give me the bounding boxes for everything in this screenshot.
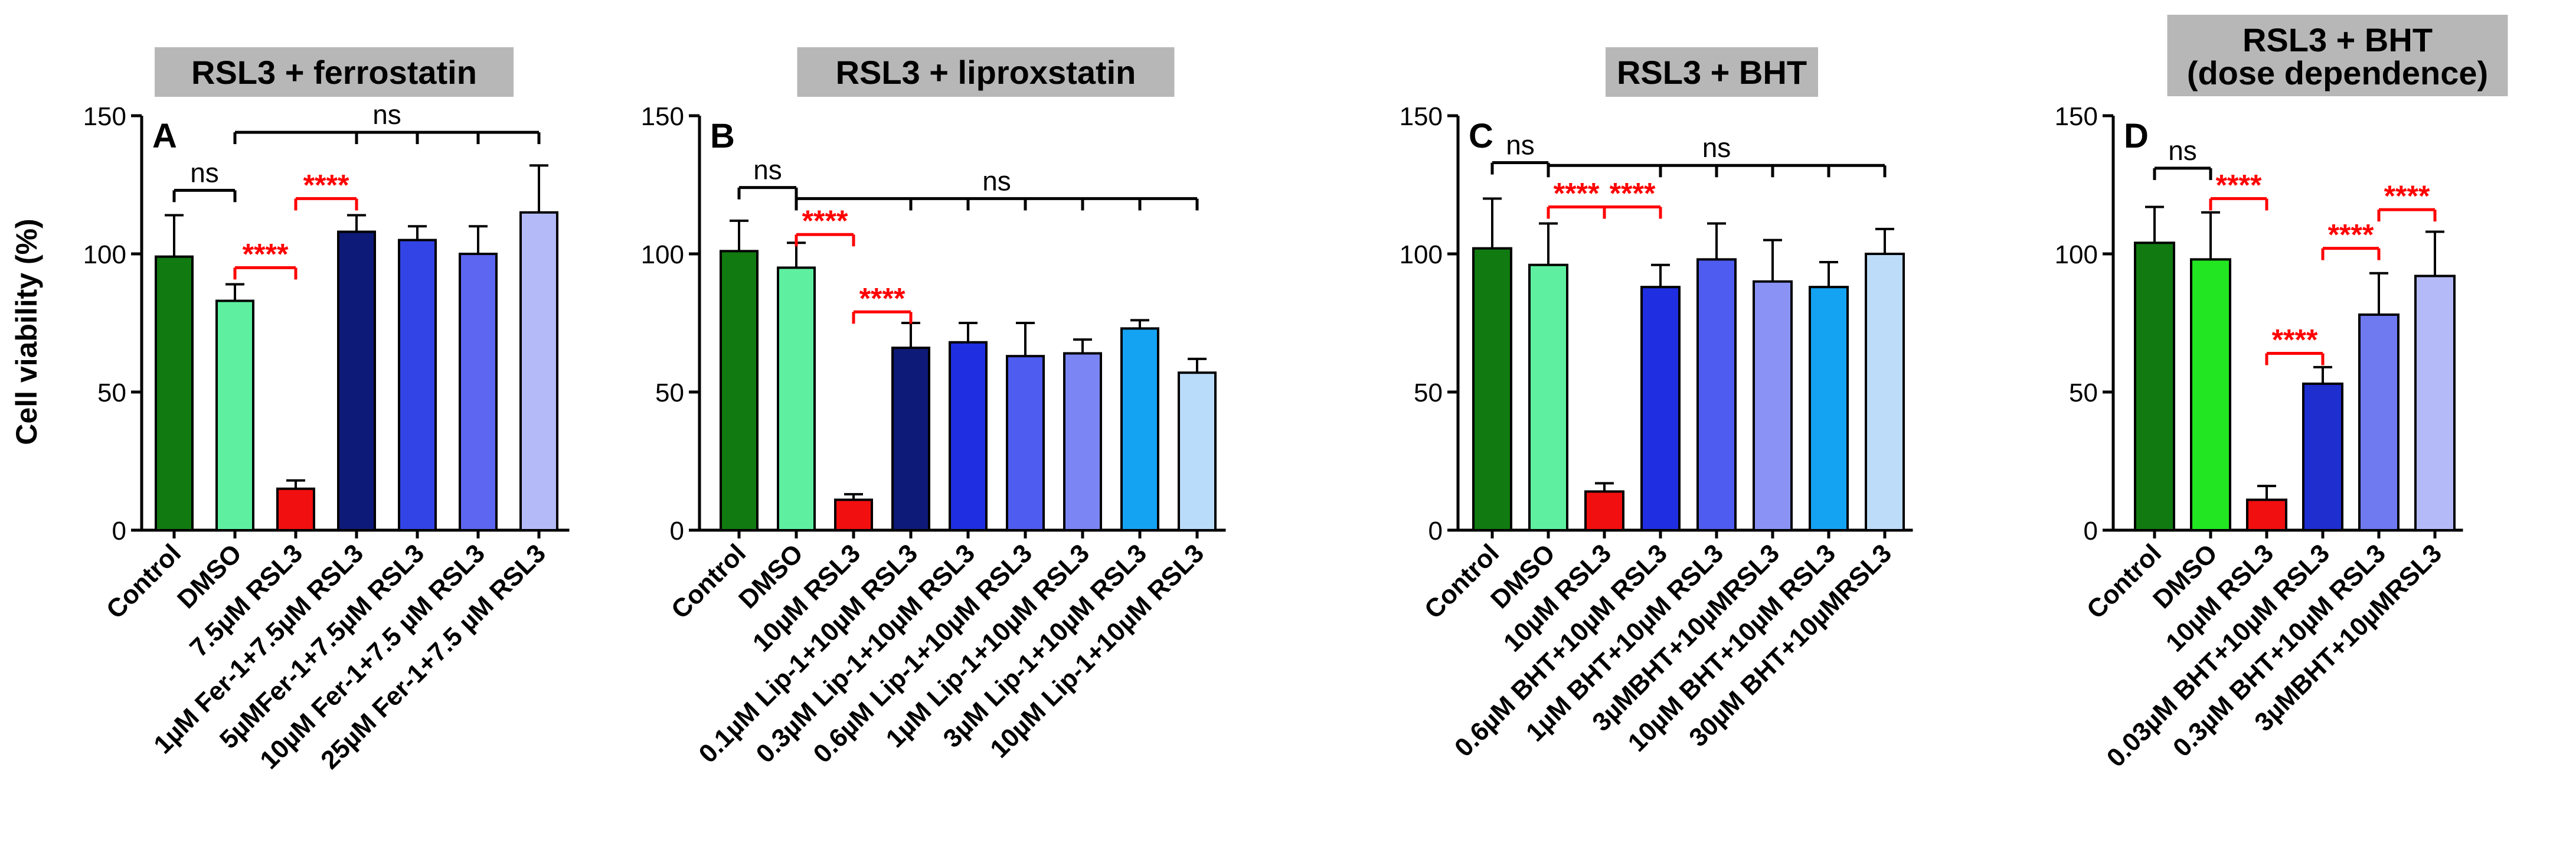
chart-title-box [1606,47,1818,97]
bar [1063,352,1102,531]
panel-letter: B [710,117,735,155]
bar [398,239,437,531]
bar [1120,327,1159,531]
bar [720,250,759,531]
chart-panel-A: RSL3 + ferrostatin050100150AControlDMSO7… [83,47,570,775]
bar [459,253,498,531]
chart-title: RSL3 + ferrostatin [191,54,477,91]
y-tick-label: 100 [83,240,126,269]
significance-label: ns [372,99,401,130]
significance-label: ns [982,165,1011,196]
bar [155,255,194,531]
bar [519,211,558,531]
y-tick-label: 0 [670,517,684,546]
significance-label: **** [802,204,848,237]
y-tick-label: 150 [641,102,684,131]
y-tick-label: 0 [112,517,126,546]
significance-label: **** [2384,179,2430,213]
y-tick-label: 50 [97,378,126,407]
y-tick-label: 150 [1400,102,1443,131]
bar [2302,382,2343,532]
bar [1584,490,1624,531]
x-tick-label: Control [1419,538,1505,624]
y-axis-label: Cell viability (%) [10,218,43,445]
significance-label: **** [2328,218,2374,252]
bar [2190,258,2231,531]
bar [1006,355,1045,531]
bar [1865,253,1905,531]
chart-title: RSL3 + liproxstatin [836,54,1136,91]
bar [2358,313,2400,532]
significance-label: ns [1506,130,1535,161]
bar [337,230,376,531]
bar [1640,286,1681,531]
bar [1472,247,1512,531]
significance-label: **** [1554,177,1600,210]
y-tick-label: 150 [2055,102,2098,131]
bar [949,341,988,531]
chart-panel-B: RSL3 + liproxstatin050100150BControlDMSO… [641,47,1226,769]
significance-label: **** [859,282,905,315]
significance-label: ns [1702,132,1731,163]
significance-label: ns [2168,135,2197,166]
bar [891,347,930,531]
y-tick-label: 100 [641,240,684,269]
bar [2414,275,2456,531]
chart-title-box [155,47,514,97]
panel-letter: D [2124,117,2149,155]
bar [1753,280,1793,531]
significance-label: **** [243,237,289,270]
x-tick-label: Control [2081,538,2167,624]
y-tick-label: 50 [2069,378,2098,407]
chart-panel-D: RSL3 + BHT (dose dependence) 0 50 100 150 D Con… [2055,15,2508,773]
chart-title-box [2167,15,2508,96]
x-tick-label: Control [101,538,187,624]
panel-letter: C [1469,117,1493,155]
chart-title: RSL3 + BHT (dose dependence) [2187,21,2488,92]
y-tick-label: 0 [2084,517,2098,546]
significance-label: ns [190,157,219,188]
x-tick-label: Control [666,538,751,624]
bar [215,299,254,531]
bar [2246,498,2287,532]
y-tick-label: 150 [83,102,126,131]
bar [1809,286,1849,531]
chart-title-box [797,47,1175,97]
y-tick-label: 50 [1414,378,1443,407]
bar [2134,241,2175,531]
y-tick-label: 100 [1400,240,1443,269]
bar [834,498,873,532]
y-tick-label: 0 [1428,517,1443,546]
significance-label: **** [2272,323,2318,356]
chart-title: RSL3 + BHT [1617,54,1807,91]
bar [276,487,315,531]
y-tick-label: 50 [655,378,684,407]
y-tick-label: 100 [2055,240,2098,269]
panel-letter: A [152,117,177,155]
significance-label: **** [2216,168,2262,201]
bar [1696,258,1737,531]
significance-label: **** [303,168,349,201]
bar [1528,263,1568,531]
significance-label: ns [753,155,782,185]
bar [777,266,816,531]
bar [1178,371,1217,531]
significance-label: **** [1610,177,1656,210]
